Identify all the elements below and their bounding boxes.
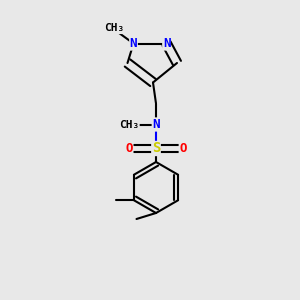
Text: CH₃: CH₃ xyxy=(119,119,139,130)
Text: N: N xyxy=(152,118,160,131)
Text: O: O xyxy=(179,142,187,155)
Text: S: S xyxy=(152,142,160,155)
Text: N: N xyxy=(130,37,137,50)
Text: CH₃: CH₃ xyxy=(104,23,124,34)
Text: N: N xyxy=(163,37,170,50)
Text: O: O xyxy=(125,142,133,155)
